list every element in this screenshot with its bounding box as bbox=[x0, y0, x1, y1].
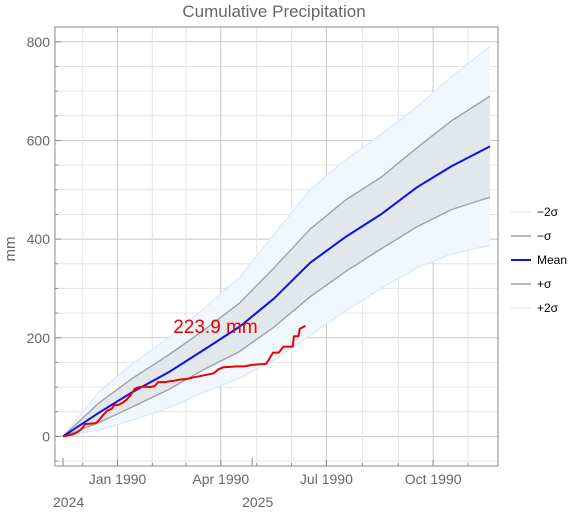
y-tick-label: 0 bbox=[42, 428, 50, 444]
legend-label: −σ bbox=[537, 229, 552, 243]
x-tick-label: Oct 1990 bbox=[405, 471, 462, 487]
series-lines bbox=[62, 46, 491, 438]
y-tick-label: 800 bbox=[27, 34, 51, 50]
x-year-label: 2025 bbox=[242, 494, 273, 510]
series-line-minus2 bbox=[62, 244, 491, 437]
x-tick-label: Jul 1990 bbox=[300, 471, 353, 487]
legend-label: +σ bbox=[537, 277, 552, 291]
series-line-minus1 bbox=[62, 196, 491, 438]
annotations: 223.9 mm bbox=[173, 317, 257, 338]
legend-label: +2σ bbox=[537, 301, 559, 315]
plot-frame bbox=[54, 26, 499, 467]
two-sigma-band bbox=[63, 46, 490, 437]
series-line-plus1 bbox=[62, 95, 491, 437]
series-line-observed bbox=[62, 325, 306, 438]
series-line-plus2 bbox=[62, 46, 491, 437]
y-tick-label: 400 bbox=[27, 231, 51, 247]
sigma-bands bbox=[63, 46, 490, 437]
x-tick-label: Apr 1990 bbox=[192, 471, 249, 487]
x-tick-label: Jan 1990 bbox=[89, 471, 147, 487]
x-axis-ticks: Jan 1990 Apr 1990 Jul 1990 Oct 1990 2024 2025 bbox=[53, 458, 469, 510]
x-year-label: 2024 bbox=[53, 494, 84, 510]
legend: −2σ −σ Mean +σ +2σ bbox=[511, 205, 567, 315]
y-axis-ticks: 0 200 400 600 800 bbox=[27, 34, 61, 462]
y-tick-label: 200 bbox=[27, 330, 51, 346]
legend-label: −2σ bbox=[537, 205, 559, 219]
annotation-label: 223.9 mm bbox=[173, 317, 257, 338]
y-axis-label: mm bbox=[2, 237, 19, 262]
chart-title: Cumulative Precipitation bbox=[182, 2, 365, 21]
y-tick-label: 600 bbox=[27, 132, 51, 148]
legend-label: Mean bbox=[537, 253, 567, 267]
